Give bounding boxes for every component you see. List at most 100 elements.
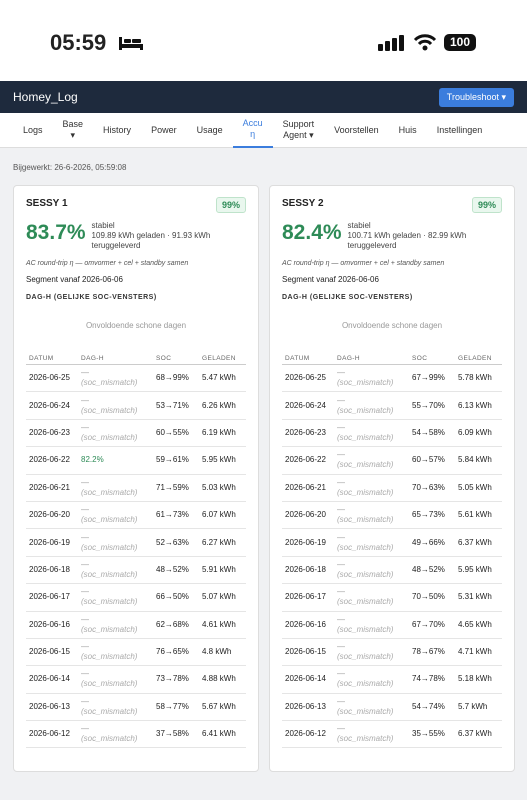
date-cell: 2026-06-16 bbox=[282, 611, 334, 639]
date-cell: 2026-06-17 bbox=[282, 583, 334, 612]
dagh-value: — bbox=[81, 724, 89, 734]
header-row: DATUM DAG-H SOC GELADEN bbox=[282, 353, 502, 365]
nav-item[interactable]: Usage bbox=[196, 124, 223, 135]
soc-cell: 53→71% bbox=[153, 391, 199, 420]
date-cell: 2026-06-13 bbox=[282, 693, 334, 722]
charged-cell: 6.09 kWh bbox=[455, 419, 502, 448]
charged-cell: 6.13 kWh bbox=[455, 391, 502, 420]
nav-item[interactable]: Instellingen bbox=[436, 124, 483, 135]
nav-item[interactable]: History bbox=[103, 124, 132, 135]
soc-cell: 62→68% bbox=[153, 611, 199, 639]
header-row: DATUM DAG-H SOC GELADEN bbox=[26, 353, 246, 365]
note: AC round-trip η — omvormer + cel + stand… bbox=[282, 260, 445, 267]
dagh-cell: — (soc_mismatch) bbox=[78, 474, 153, 502]
soc-cell: 52→63% bbox=[153, 528, 199, 557]
efficiency-details: stabiel 109.89 kWh geladen · 91.93 kWh te… bbox=[92, 221, 246, 251]
dagh-cell: — (soc_mismatch) bbox=[78, 556, 153, 585]
date-cell: 2026-06-24 bbox=[26, 391, 78, 420]
date-cell: 2026-06-12 bbox=[26, 720, 78, 749]
table-row: 2026-06-15— (soc_mismatch) 78→67% 4.71 kWh bbox=[282, 638, 502, 667]
app-header: Homey_Log Troubleshoot ▾ bbox=[0, 81, 527, 113]
table-row: 2026-06-25— (soc_mismatch) 67→99% 5.78 kWh bbox=[282, 364, 502, 393]
charged-cell: 5.03 kWh bbox=[199, 474, 246, 502]
soc-cell: 70→63% bbox=[409, 474, 455, 502]
dagh-cell: — (soc_mismatch) bbox=[78, 693, 153, 722]
dagh-reason: (soc_mismatch) bbox=[81, 624, 138, 634]
nav-item[interactable]: Power bbox=[151, 124, 177, 135]
dagh-value: — bbox=[337, 614, 345, 624]
dagh-reason: (soc_mismatch) bbox=[81, 515, 138, 525]
dagh-reason: (soc_mismatch) bbox=[337, 569, 394, 579]
dagh-value: — bbox=[81, 532, 89, 542]
dagh-cell: — (soc_mismatch) bbox=[334, 474, 409, 502]
troubleshoot-button[interactable]: Troubleshoot ▾ bbox=[438, 88, 514, 107]
dagh-reason: (soc_mismatch) bbox=[337, 405, 394, 415]
date-cell: 2026-06-23 bbox=[282, 419, 334, 448]
charged-cell: 5.05 kWh bbox=[455, 474, 502, 502]
date-cell: 2026-06-14 bbox=[282, 665, 334, 694]
table-row: 2026-06-12— (soc_mismatch) 37→58% 6.41 kWh bbox=[26, 720, 246, 749]
charged-cell: 5.95 kWh bbox=[199, 446, 246, 475]
date-cell: 2026-06-15 bbox=[26, 638, 78, 667]
column-header: DAG-H bbox=[78, 353, 153, 365]
dagh-reason: (soc_mismatch) bbox=[337, 432, 394, 442]
dagh-value: — bbox=[337, 368, 345, 378]
nav-item[interactable]: Logs bbox=[23, 124, 43, 135]
dagh-value: — bbox=[81, 587, 89, 597]
dagh-reason: (soc_mismatch) bbox=[81, 405, 138, 415]
date-cell: 2026-06-16 bbox=[26, 611, 78, 639]
dagh-cell: — (soc_mismatch) bbox=[78, 665, 153, 694]
dagh-value: — bbox=[81, 505, 89, 515]
charged-cell: 6.41 kWh bbox=[199, 720, 246, 749]
table-row: 2026-06-18— (soc_mismatch) 48→52% 5.91 kWh bbox=[26, 556, 246, 585]
nav-item[interactable]: Accu η bbox=[232, 113, 273, 148]
dagh-reason: (soc_mismatch) bbox=[81, 569, 138, 579]
column-header: GELADEN bbox=[455, 353, 502, 365]
table-row: 2026-06-14— (soc_mismatch) 73→78% 4.88 kWh bbox=[26, 665, 246, 694]
charged-cell: 5.31 kWh bbox=[455, 583, 502, 612]
dagh-value: — bbox=[337, 422, 345, 432]
app-title: Homey_Log bbox=[13, 90, 78, 104]
segment: Segment vanaf 2026-06-06 bbox=[282, 275, 379, 284]
charged-cell: 6.37 kWh bbox=[455, 528, 502, 557]
soc-cell: 48→52% bbox=[153, 556, 199, 585]
soc-cell: 70→50% bbox=[409, 583, 455, 612]
dagh-reason: (soc_mismatch) bbox=[81, 652, 138, 662]
soc-cell: 59→61% bbox=[153, 446, 199, 475]
table-row: 2026-06-14— (soc_mismatch) 74→78% 5.18 kWh bbox=[282, 665, 502, 694]
dagh-value: — bbox=[337, 505, 345, 515]
bed-icon bbox=[119, 37, 143, 50]
soc-cell: 71→59% bbox=[153, 474, 199, 502]
charged-cell: 5.78 kWh bbox=[455, 364, 502, 393]
dagh-reason: (soc_mismatch) bbox=[81, 597, 138, 607]
chart-empty: Onvoldoende schone dagen bbox=[341, 321, 443, 330]
table-row: 2026-06-12— (soc_mismatch) 35→55% 6.37 kWh bbox=[282, 720, 502, 749]
dagh-value: 82.2% bbox=[81, 455, 104, 465]
dagh-cell: — (soc_mismatch) bbox=[78, 611, 153, 639]
charged-cell: 5.18 kWh bbox=[455, 665, 502, 694]
dagh-reason: (soc_mismatch) bbox=[337, 652, 394, 662]
data-table: DATUM DAG-H SOC GELADEN 2026-06-25— (soc_mism… bbox=[26, 353, 246, 749]
date-cell: 2026-06-18 bbox=[282, 556, 334, 585]
table-row: 2026-06-21— (soc_mismatch) 71→59% 5.03 kWh bbox=[26, 474, 246, 502]
nav-item[interactable]: Support Agent ▾ bbox=[282, 119, 315, 140]
dagh-cell: — (soc_mismatch) bbox=[334, 611, 409, 639]
dagh-cell: — (soc_mismatch) bbox=[334, 391, 409, 420]
efficiency-details: stabiel 100.71 kWh geladen · 82.99 kWh te… bbox=[348, 221, 502, 251]
dagh-cell: — (soc_mismatch) bbox=[334, 556, 409, 585]
column-header: SOC bbox=[153, 353, 199, 365]
dagh-reason: (soc_mismatch) bbox=[337, 679, 394, 689]
section-title: DAG-H (GELIJKE SOC-VENSTERS) bbox=[26, 294, 157, 301]
charged-cell: 5.84 kWh bbox=[455, 446, 502, 475]
nav-item[interactable]: Huis bbox=[398, 124, 417, 135]
dagh-cell: — (soc_mismatch) bbox=[334, 446, 409, 475]
table-row: 2026-06-16— (soc_mismatch) 62→68% 4.61 kWh bbox=[26, 611, 246, 639]
date-cell: 2026-06-23 bbox=[26, 419, 78, 448]
nav-item[interactable]: Voorstellen bbox=[334, 124, 379, 135]
date-cell: 2026-06-21 bbox=[282, 474, 334, 502]
date-cell: 2026-06-14 bbox=[26, 665, 78, 694]
chart-empty: Onvoldoende schone dagen bbox=[85, 321, 187, 330]
column-header: DATUM bbox=[26, 353, 78, 365]
nav-item[interactable]: Base ▾ bbox=[62, 119, 84, 140]
energy-detail: 100.71 kWh geladen · 82.99 kWh teruggele… bbox=[347, 231, 467, 250]
